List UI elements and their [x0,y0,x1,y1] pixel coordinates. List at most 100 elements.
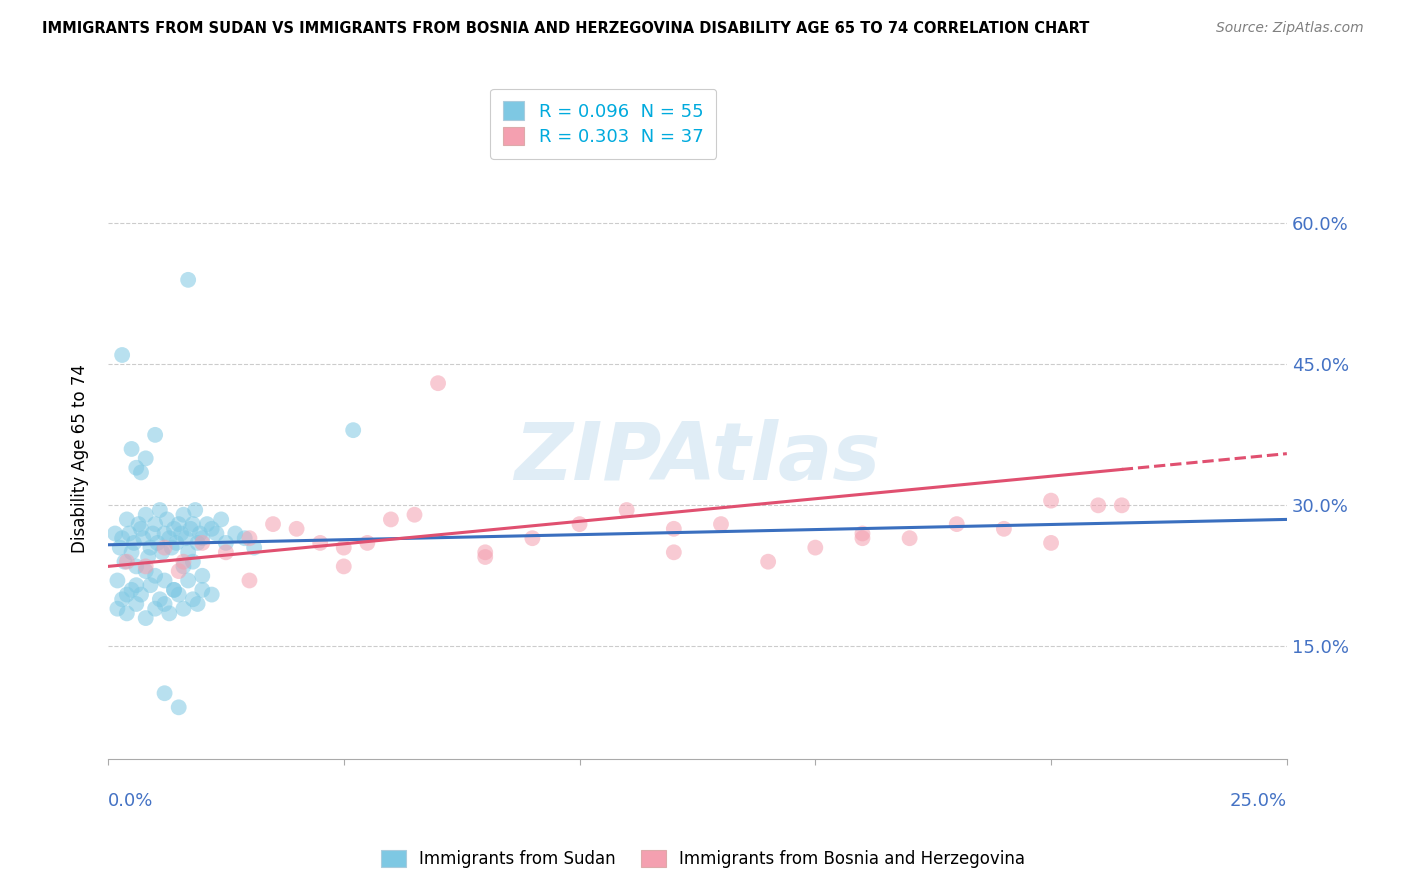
Point [309,536,332,550]
Point [404,508,426,522]
Point [107,601,129,615]
Point [111,592,134,607]
Point [205,526,228,541]
Point [139,578,162,592]
Point [184,503,207,517]
Point [710,517,733,532]
Point [104,526,127,541]
Point [568,517,591,532]
Point [153,574,176,588]
Point [177,545,200,559]
Point [170,526,193,541]
Point [224,526,246,541]
Point [121,582,143,597]
Point [150,545,173,559]
Text: ZIPAtlas: ZIPAtlas [515,419,880,498]
Point [125,460,148,475]
Point [243,541,266,555]
Point [139,541,162,555]
Point [181,592,204,607]
Point [851,531,873,545]
Point [163,582,186,597]
Text: Source: ZipAtlas.com: Source: ZipAtlas.com [1216,21,1364,35]
Point [177,574,200,588]
Point [143,428,166,442]
Point [146,536,169,550]
Point [662,545,685,559]
Text: 0.0%: 0.0% [108,792,153,810]
Point [115,555,138,569]
Point [115,512,138,526]
Point [135,508,157,522]
Point [142,526,165,541]
Point [174,531,197,545]
Point [111,348,134,362]
Point [153,686,176,700]
Point [191,582,214,597]
Point [167,517,190,532]
Point [215,545,238,559]
Point [187,536,209,550]
Point [172,508,194,522]
Point [215,536,238,550]
Point [756,555,779,569]
Point [160,541,183,555]
Point [143,517,166,532]
Point [153,526,176,541]
Point [993,522,1015,536]
Point [187,597,209,611]
Legend: R = 0.096  N = 55, R = 0.303  N = 37: R = 0.096 N = 55, R = 0.303 N = 37 [491,88,716,159]
Point [851,526,873,541]
Point [474,545,496,559]
Legend: Immigrants from Sudan, Immigrants from Bosnia and Herzegovina: Immigrants from Sudan, Immigrants from B… [374,843,1032,875]
Point [122,536,145,550]
Point [356,536,378,550]
Point [135,559,157,574]
Point [107,574,129,588]
Point [201,522,224,536]
Point [195,517,218,532]
Point [1087,499,1109,513]
Point [1111,499,1133,513]
Point [179,522,201,536]
Point [143,569,166,583]
Point [149,592,172,607]
Point [1040,493,1063,508]
Point [522,531,544,545]
Point [125,578,148,592]
Point [149,503,172,517]
Point [111,531,134,545]
Point [125,559,148,574]
Point [616,503,638,517]
Point [188,526,211,541]
Point [163,522,186,536]
Point [238,574,260,588]
Point [128,517,150,532]
Point [474,549,496,564]
Point [898,531,921,545]
Point [167,564,190,578]
Point [157,607,180,621]
Point [108,541,131,555]
Point [118,526,141,541]
Point [662,522,685,536]
Point [115,607,138,621]
Point [132,531,155,545]
Point [172,555,194,569]
Point [135,451,157,466]
Y-axis label: Disability Age 65 to 74: Disability Age 65 to 74 [72,364,89,553]
Point [125,597,148,611]
Point [172,559,194,574]
Point [427,376,450,391]
Point [167,700,190,714]
Point [181,517,204,532]
Point [121,545,143,559]
Point [135,611,157,625]
Point [238,531,260,545]
Point [172,601,194,615]
Point [191,569,214,583]
Point [129,588,152,602]
Point [332,541,354,555]
Point [114,555,136,569]
Point [177,273,200,287]
